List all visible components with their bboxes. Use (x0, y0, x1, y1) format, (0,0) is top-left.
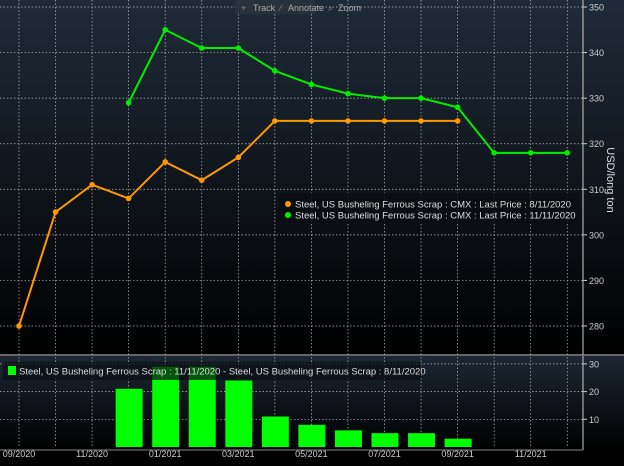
data-point (272, 118, 278, 124)
data-point (381, 118, 388, 124)
y-tick-label: 320 (589, 139, 604, 149)
difference-bar (371, 433, 399, 447)
main-legend: Steel, US Busheling Ferrous Scrap : CMX … (279, 193, 580, 223)
x-tick-label: 07/2021 (368, 449, 401, 459)
track-button[interactable]: + Track (241, 3, 276, 13)
data-point (272, 68, 278, 74)
data-point (162, 159, 168, 165)
data-point (454, 104, 461, 111)
lower-y-tick-label: 10 (589, 415, 599, 425)
data-point (345, 118, 351, 124)
data-point (162, 26, 168, 33)
data-point (198, 177, 205, 183)
zoom-button[interactable]: ⌕ Zoom (328, 3, 361, 13)
x-tick-label: 09/2020 (3, 449, 36, 459)
data-point (89, 181, 95, 188)
data-point (418, 95, 424, 101)
main-panel-background (0, 0, 624, 355)
legend-marker-orange (285, 201, 291, 207)
y-tick-label: 330 (589, 94, 604, 104)
y-tick-label: 280 (589, 322, 604, 332)
pencil-icon: ⁄ (278, 3, 283, 13)
data-point (491, 150, 497, 156)
data-point (235, 154, 242, 161)
x-tick-label: 11/2021 (515, 449, 547, 459)
difference-bar (444, 438, 472, 447)
lower-y-tick-label: 20 (589, 387, 599, 397)
data-point (235, 45, 242, 51)
difference-bar (261, 416, 289, 447)
difference-bar (188, 366, 216, 447)
y-tick-label: 290 (589, 276, 604, 286)
data-point (381, 95, 388, 101)
y-axis-label: USD/long ton (604, 147, 616, 212)
data-point (125, 195, 132, 202)
data-point (52, 209, 59, 215)
legend-entry-11-11-2020: Steel, US Busheling Ferrous Scrap : CMX … (295, 211, 576, 222)
data-point (418, 118, 424, 124)
data-point (308, 81, 315, 88)
data-point (125, 99, 132, 106)
y-tick-label: 300 (589, 230, 604, 240)
legend-entry-difference: Steel, US Busheling Ferrous Scrap : 11/1… (19, 367, 426, 378)
difference-bar (408, 433, 436, 447)
panel-divider[interactable] (0, 354, 624, 356)
legend-marker-bar (8, 366, 16, 375)
data-point (345, 90, 351, 97)
svg-text:Zoom: Zoom (338, 3, 361, 13)
data-point (16, 323, 22, 329)
y-tick-label: 310 (589, 185, 604, 195)
chart-toolbar: + Track ⁄ Annotate ⌕ Zoom (235, 0, 361, 14)
crosshair-icon: + (241, 3, 246, 13)
difference-bar (298, 424, 326, 447)
y-tick-label: 340 (589, 48, 604, 58)
x-tick-label: 11/2020 (76, 449, 108, 459)
data-point (527, 150, 534, 156)
annotate-button[interactable]: ⁄ Annotate (278, 3, 324, 13)
magnifier-icon: ⌕ (328, 3, 333, 13)
data-point (454, 118, 461, 124)
difference-bar (225, 380, 253, 447)
x-tick-label: 03/2021 (222, 449, 255, 459)
x-tick-label: 01/2021 (149, 449, 182, 459)
difference-bar (115, 388, 143, 447)
legend-marker-green (285, 212, 291, 218)
x-tick-label: 05/2021 (295, 449, 328, 459)
y-tick-label: 350 (589, 3, 604, 13)
x-tick-label: 09/2021 (441, 449, 474, 459)
difference-bar (152, 366, 180, 447)
data-point (564, 150, 571, 156)
svg-text:Track: Track (253, 3, 276, 13)
svg-text:Annotate: Annotate (288, 3, 324, 13)
difference-bar (334, 430, 362, 447)
lower-legend: Steel, US Busheling Ferrous Scrap : 11/1… (3, 362, 426, 380)
lower-y-tick-label: 30 (589, 359, 599, 369)
data-point (308, 118, 315, 124)
legend-entry-8-11-2020: Steel, US Busheling Ferrous Scrap : CMX … (295, 200, 571, 211)
data-point (198, 45, 205, 51)
